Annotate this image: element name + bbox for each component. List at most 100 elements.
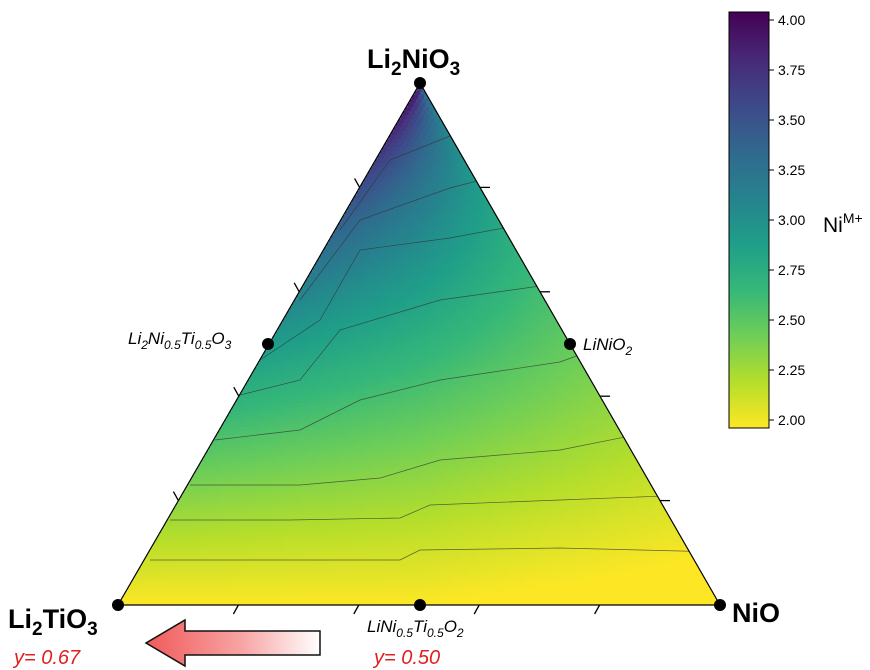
- contour-cell: [561, 511, 568, 516]
- contour-cell: [391, 255, 398, 260]
- contour-cell: [387, 407, 394, 412]
- contour-cell: [464, 439, 472, 444]
- contour-cell: [664, 519, 672, 524]
- contour-cell: [471, 199, 479, 204]
- contour-cell: [449, 279, 456, 284]
- contour-cell: [414, 247, 421, 252]
- contour-cell: [495, 427, 503, 432]
- contour-cell: [234, 495, 242, 500]
- contour-cell: [272, 399, 279, 404]
- contour-cell: [387, 147, 395, 152]
- contour-cell: [532, 291, 540, 296]
- contour-cell: [450, 391, 458, 396]
- contour-cell: [203, 455, 211, 460]
- contour-cell: [340, 395, 347, 400]
- contour-cell: [290, 315, 298, 320]
- contour-cell: [416, 399, 423, 404]
- contour-cell: [518, 471, 525, 476]
- contour-cell: [467, 259, 474, 264]
- contour-cell: [468, 319, 475, 324]
- contour-cell: [493, 327, 501, 332]
- contour-cell: [418, 363, 426, 368]
- contour-cell: [478, 363, 486, 368]
- contour-cell: [462, 527, 469, 532]
- contour-cell: [384, 215, 392, 220]
- contour-cell: [227, 507, 235, 512]
- contour-cell: [397, 483, 404, 488]
- contour-cell: [396, 235, 404, 240]
- contour-cell: [480, 247, 487, 252]
- contour-cell: [490, 447, 497, 452]
- contour-cell: [361, 451, 369, 456]
- contour-cell: [391, 379, 399, 384]
- contour-cell: [284, 399, 291, 404]
- contour-cell: [336, 371, 343, 376]
- contour-cell: [572, 523, 579, 528]
- contour-cell: [335, 403, 343, 408]
- contour-cell: [358, 467, 366, 472]
- contour-cell: [308, 419, 316, 424]
- contour-cell: [518, 347, 525, 352]
- contour-cell: [286, 447, 293, 452]
- contour-cell: [292, 363, 300, 368]
- contour-cell: [458, 243, 465, 248]
- contour-cell: [526, 311, 534, 316]
- contour-cell: [425, 383, 432, 388]
- contour-cell: [225, 479, 233, 484]
- contour-cell: [219, 459, 226, 464]
- contour-cell: [381, 283, 388, 288]
- contour-cell: [456, 339, 464, 344]
- contour-cell: [452, 471, 459, 476]
- contour-cell: [353, 455, 361, 460]
- contour-cell: [260, 399, 267, 404]
- contour-cell: [312, 495, 320, 500]
- contour-cell: [434, 139, 441, 144]
- contour-cell: [408, 339, 416, 344]
- contour-cell: [581, 455, 589, 460]
- contour-cell: [243, 387, 250, 392]
- contour-cell: [284, 523, 291, 528]
- contour-cell: [292, 519, 300, 524]
- contour-cell: [381, 303, 389, 308]
- contour-cell: [492, 371, 499, 376]
- contour-cell: [324, 339, 332, 344]
- contour-cell: [476, 399, 483, 404]
- contour-cell: [416, 139, 423, 144]
- contour-cell: [596, 439, 604, 444]
- contour-cell: [516, 475, 523, 480]
- contour-cell: [394, 467, 402, 472]
- contour-cell: [182, 491, 190, 496]
- contour-cell: [487, 275, 495, 280]
- contour-cell: [469, 379, 477, 384]
- contour-cell: [393, 283, 400, 288]
- contour-cell: [363, 283, 370, 288]
- contour-cell: [523, 431, 531, 436]
- contour-cell: [402, 195, 409, 200]
- contour-cell: [423, 127, 430, 132]
- contour-cell: [388, 271, 395, 276]
- contour-cell: [293, 435, 300, 440]
- contour-cell: [396, 443, 404, 448]
- contour-cell: [398, 523, 405, 528]
- contour-cell: [519, 355, 527, 360]
- contour-cell: [366, 371, 373, 376]
- contour-cell: [428, 139, 435, 144]
- contour-cell: [332, 439, 340, 444]
- contour-cell: [289, 327, 297, 332]
- contour-cell: [564, 391, 572, 396]
- contour-cell: [388, 239, 396, 244]
- contour-cell: [353, 351, 361, 356]
- contour-cell: [431, 155, 438, 160]
- contour-cell: [509, 403, 517, 408]
- contour-cell: [339, 407, 346, 412]
- contour-cell: [559, 503, 567, 508]
- contour-cell: [352, 311, 360, 316]
- contour-cell: [571, 503, 579, 508]
- contour-cell: [334, 363, 342, 368]
- contour-cell: [334, 415, 342, 420]
- contour-cell: [567, 407, 574, 412]
- contour-cell: [447, 479, 455, 484]
- contour-cell: [333, 335, 340, 340]
- contour-cell: [444, 143, 451, 148]
- contour-cell: [389, 299, 397, 304]
